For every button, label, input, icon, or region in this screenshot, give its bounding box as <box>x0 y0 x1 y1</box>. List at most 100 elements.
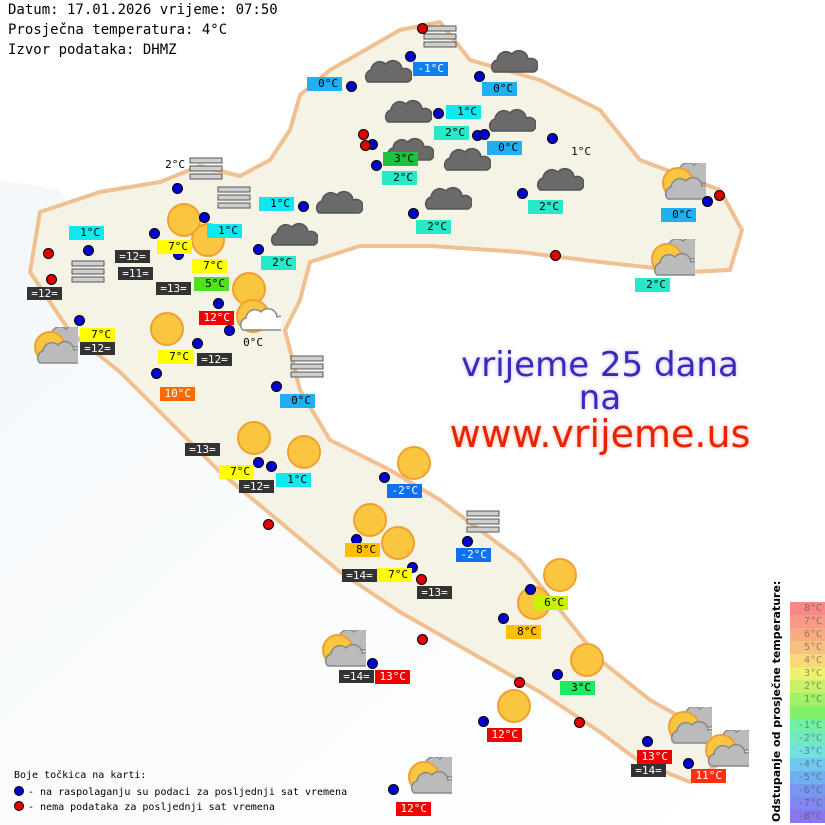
station-temperature-label[interactable]: 8°C <box>506 625 541 639</box>
station-temperature-label[interactable]: 2°C <box>416 220 451 234</box>
station-dot-available[interactable] <box>253 457 264 468</box>
station-dot-available[interactable] <box>74 315 85 326</box>
station-temperature-label[interactable]: -2°C <box>387 484 422 498</box>
station-dot-available[interactable] <box>642 736 653 747</box>
station-temperature-label[interactable]: 1°C <box>259 197 294 211</box>
station-dot-available[interactable] <box>462 536 473 547</box>
station-dot-available[interactable] <box>367 658 378 669</box>
station-dot-available[interactable] <box>192 338 203 349</box>
promo-line-2[interactable]: na <box>578 378 622 418</box>
station-dot-available[interactable] <box>213 298 224 309</box>
station-dot-unavailable[interactable] <box>416 574 427 585</box>
scale-step: -3°C <box>790 745 825 758</box>
cloud-icon <box>364 59 412 83</box>
station-dot-unavailable[interactable] <box>417 23 428 34</box>
station-dot-available[interactable] <box>547 133 558 144</box>
station-temperature-label[interactable]: 1°C <box>571 145 591 158</box>
station-dot-unavailable[interactable] <box>43 248 54 259</box>
promo-url-link[interactable]: www.vrijeme.us <box>449 412 751 456</box>
station-temperature-label[interactable]: 7°C <box>377 568 412 582</box>
station-dot-available[interactable] <box>408 208 419 219</box>
station-dot-available[interactable] <box>702 196 713 207</box>
sea-temperature-label: =14= <box>339 670 374 683</box>
scale-step: -5°C <box>790 771 825 784</box>
station-temperature-label[interactable]: 13°C <box>637 750 672 764</box>
station-dot-available[interactable] <box>379 472 390 483</box>
station-dot-available[interactable] <box>517 188 528 199</box>
station-dot-unavailable[interactable] <box>46 274 57 285</box>
average-temperature: Prosječna temperatura: 4°C <box>8 22 228 38</box>
station-temperature-label[interactable]: -2°C <box>456 548 491 562</box>
station-temperature-label[interactable]: 12°C <box>396 802 431 816</box>
station-dot-unavailable[interactable] <box>550 250 561 261</box>
station-dot-available[interactable] <box>498 613 509 624</box>
station-dot-available[interactable] <box>388 784 399 795</box>
station-temperature-label[interactable]: 13°C <box>375 670 410 684</box>
station-dot-unavailable[interactable] <box>514 677 525 688</box>
fog-icon <box>290 355 324 378</box>
station-dot-available[interactable] <box>271 381 282 392</box>
station-temperature-label[interactable]: 2°C <box>261 256 296 270</box>
station-temperature-label[interactable]: 2°C <box>165 158 185 171</box>
station-dot-available[interactable] <box>172 183 183 194</box>
station-temperature-label[interactable]: 12°C <box>199 311 234 325</box>
scale-step: -2°C <box>790 732 825 745</box>
station-dot-unavailable[interactable] <box>263 519 274 530</box>
station-dot-available[interactable] <box>405 51 416 62</box>
station-temperature-label[interactable]: 0°C <box>280 394 315 408</box>
station-dot-available[interactable] <box>552 669 563 680</box>
station-dot-available[interactable] <box>346 81 357 92</box>
station-dot-available[interactable] <box>266 461 277 472</box>
station-dot-available[interactable] <box>151 368 162 379</box>
station-dot-available[interactable] <box>407 562 418 573</box>
station-dot-unavailable[interactable] <box>358 129 369 140</box>
station-temperature-label[interactable]: 10°C <box>160 387 195 401</box>
station-dot-available[interactable] <box>474 71 485 82</box>
station-temperature-label[interactable]: 2°C <box>382 171 417 185</box>
sun-icon <box>497 689 531 723</box>
station-dot-unavailable[interactable] <box>574 717 585 728</box>
station-temperature-label[interactable]: 2°C <box>528 200 563 214</box>
sun-cloud-icon <box>705 730 749 767</box>
station-dot-available[interactable] <box>83 245 94 256</box>
station-dot-available[interactable] <box>433 108 444 119</box>
station-temperature-label[interactable]: 2°C <box>434 126 469 140</box>
station-dot-available[interactable] <box>371 160 382 171</box>
station-dot-available[interactable] <box>525 584 536 595</box>
station-temperature-label[interactable]: -1°C <box>413 62 448 76</box>
station-dot-available[interactable] <box>224 325 235 336</box>
station-temperature-label[interactable]: 1°C <box>446 105 481 119</box>
station-dot-available[interactable] <box>199 212 210 223</box>
station-temperature-label[interactable]: 1°C <box>69 226 104 240</box>
station-dot-available[interactable] <box>479 129 490 140</box>
station-temperature-label[interactable]: 2°C <box>635 278 670 292</box>
station-temperature-label[interactable]: 7°C <box>80 328 115 342</box>
station-temperature-label[interactable]: 11°C <box>691 769 726 783</box>
station-dot-unavailable[interactable] <box>714 190 725 201</box>
station-dot-unavailable[interactable] <box>360 140 371 151</box>
station-dot-available[interactable] <box>253 244 264 255</box>
station-temperature-label[interactable]: 0°C <box>243 336 263 349</box>
station-temperature-label[interactable]: 7°C <box>158 350 193 364</box>
station-temperature-label[interactable]: 7°C <box>192 259 227 273</box>
station-temperature-label[interactable]: 7°C <box>219 465 254 479</box>
station-dot-unavailable[interactable] <box>417 634 428 645</box>
station-temperature-label[interactable]: 3°C <box>560 681 595 695</box>
station-temperature-label[interactable]: 12°C <box>487 728 522 742</box>
station-dot-available[interactable] <box>478 716 489 727</box>
station-dot-available[interactable] <box>298 201 309 212</box>
station-temperature-label[interactable]: 8°C <box>345 543 380 557</box>
station-temperature-label[interactable]: 1°C <box>207 224 242 238</box>
station-temperature-label[interactable]: 3°C <box>383 152 418 166</box>
station-dot-available[interactable] <box>683 758 694 769</box>
station-temperature-label[interactable]: 1°C <box>276 473 311 487</box>
station-temperature-label[interactable]: 0°C <box>307 77 342 91</box>
station-temperature-label[interactable]: 5°C <box>194 277 229 291</box>
station-temperature-label[interactable]: 0°C <box>487 141 522 155</box>
promo-line-1[interactable]: vrijeme 25 dana <box>461 345 739 385</box>
station-temperature-label[interactable]: 0°C <box>661 208 696 222</box>
station-dot-available[interactable] <box>149 228 160 239</box>
station-temperature-label[interactable]: 0°C <box>482 82 517 96</box>
station-temperature-label[interactable]: 6°C <box>533 596 568 610</box>
station-temperature-label[interactable]: 7°C <box>157 240 192 254</box>
